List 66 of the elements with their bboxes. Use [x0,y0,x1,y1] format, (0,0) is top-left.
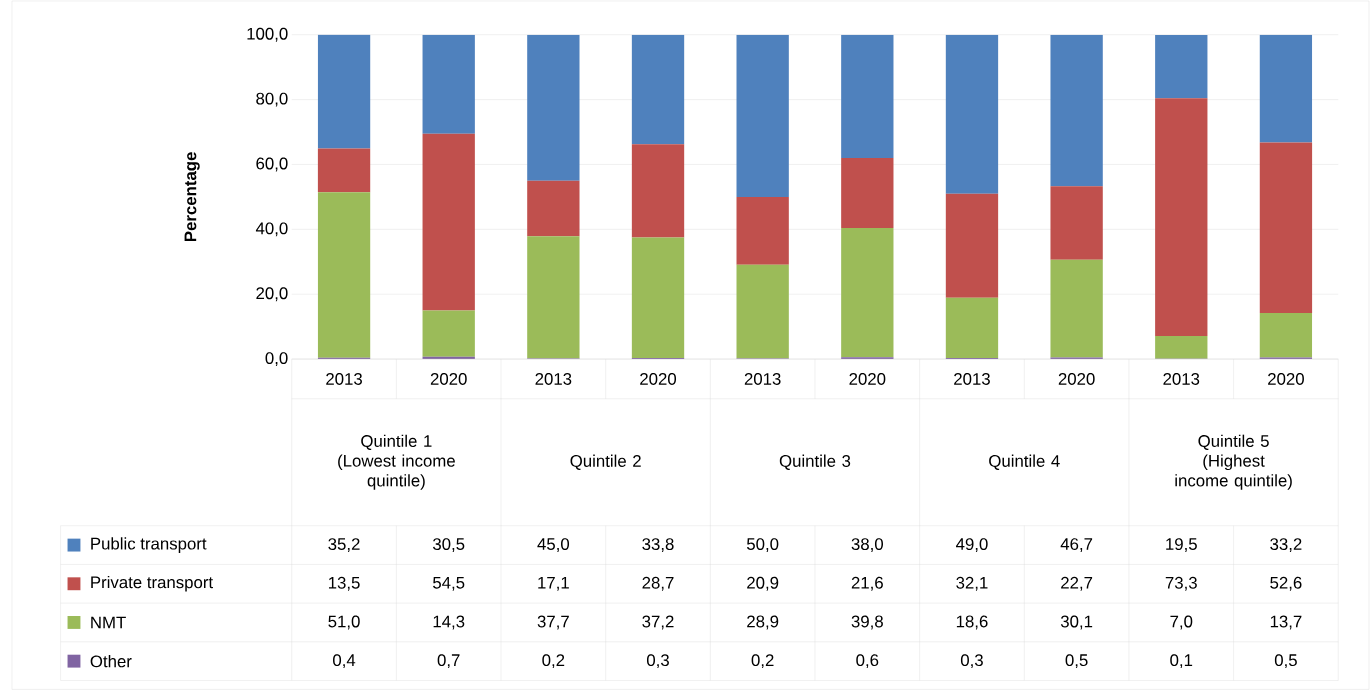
x-tick-label: 2020 [430,372,467,385]
y-tick-label: 100,0 [247,27,288,42]
x-tick-label: 2020 [849,372,886,385]
data-label: 30,5 [432,537,465,552]
data-label: 38,0 [851,537,884,552]
x-tick-label: 2013 [326,372,362,385]
data-label: 0,2 [542,654,565,668]
x-tick-label: 2013 [535,372,572,385]
data-label: 33,8 [642,537,674,552]
data-label: 14,3 [433,615,465,630]
x-tick-label: 2020 [1058,372,1095,385]
data-label: 39,8 [851,615,883,630]
data-label: 54,5 [433,576,465,591]
data-label: 0,5 [1065,654,1088,668]
data-label: 45,0 [537,537,570,552]
legend-label: Private transport [91,575,213,592]
y-tick-label: 20,0 [256,287,288,301]
data-label: 0,6 [856,654,879,668]
y-tick-label: 0,0 [265,351,288,366]
legend-label: Public transport [91,537,207,553]
data-label: 20,9 [747,576,779,591]
x-tick-label: 2013 [744,372,781,385]
text: Quintile 1 (Lowest income quintile) [338,434,455,490]
data-label: 0,1 [1170,654,1193,668]
data-label: 17,1 [538,576,569,591]
x-tick-label: 2013 [1163,372,1200,385]
data-label: 13,7 [1270,615,1302,630]
data-label: 52,6 [1270,576,1302,591]
data-label: 28,9 [747,615,779,630]
text: Quintile 2 [570,454,641,470]
text: Quintile 5 (Highest income quintile) [1175,434,1292,490]
data-label: 0,3 [646,654,669,668]
data-label: 73,3 [1165,576,1197,591]
data-label: 0,4 [333,654,356,668]
y-tick-label: 60,0 [256,157,288,172]
data-label: 46,7 [1060,537,1093,552]
data-label: 28,7 [642,576,674,591]
data-label: 30,1 [1060,615,1093,630]
x-tick-label: 2020 [640,372,677,385]
data-label: 0,5 [1274,654,1297,668]
legend-label: Other [90,654,132,668]
data-label: 21,6 [851,576,883,591]
data-label: 35,2 [328,537,360,552]
x-tick-label: 2013 [954,372,990,385]
data-label: 37,7 [537,615,569,630]
legend-label: NMT [91,616,126,629]
data-label: 33,2 [1270,537,1302,552]
text: Quintile 3 [779,454,851,470]
data-label: 19,5 [1166,537,1197,552]
data-label: 7,0 [1170,615,1193,630]
y-tick-label: 80,0 [256,92,288,107]
data-label: 0,2 [751,654,774,668]
data-label: 49,0 [956,537,988,552]
data-label: 18,6 [956,615,988,630]
data-label: 13,5 [328,576,360,591]
x-tick-label: 2020 [1268,372,1304,385]
data-label: 50,0 [746,537,779,552]
y-tick-label: 40,0 [255,222,288,237]
data-label: 22,7 [1061,576,1093,591]
text: Quintile 4 [989,454,1060,470]
data-label: 32,1 [956,576,988,591]
data-label: 37,2 [642,615,674,630]
data-label: 51,0 [328,615,360,630]
y-axis-title: Percentage [184,151,200,241]
data-label: 0,3 [960,654,983,668]
data-label: 0,7 [437,654,460,668]
